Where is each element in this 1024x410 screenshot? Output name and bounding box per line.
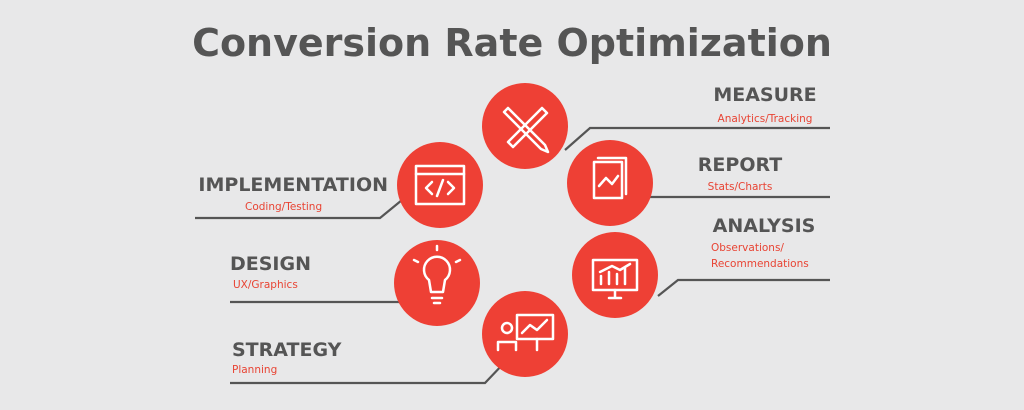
icon-tools [502, 106, 550, 154]
icon-presentation [496, 313, 555, 352]
step-label: DESIGN [230, 253, 311, 275]
connector [230, 361, 506, 385]
step-sublabel: Observations/ [711, 242, 784, 254]
step-sublabel: Recommendations [711, 258, 809, 270]
title: Conversion Rate Optimization [192, 21, 832, 65]
icon-bulb [412, 244, 462, 305]
step-sublabel: Analytics/Tracking [718, 113, 813, 125]
step-label: ANALYSIS [713, 215, 816, 237]
icon-code [414, 164, 466, 206]
step-sublabel: UX/Graphics [233, 279, 298, 291]
connector [657, 278, 830, 297]
connector [195, 199, 403, 220]
icon-report [592, 156, 628, 200]
step-label: REPORT [698, 154, 782, 176]
step-circle [572, 232, 658, 318]
step-sublabel: Stats/Charts [708, 181, 773, 193]
step-sublabel: Planning [232, 364, 277, 376]
connector [564, 126, 830, 151]
step-circle [394, 240, 480, 326]
step-circle [482, 291, 568, 377]
step-label: IMPLEMENTATION [198, 174, 388, 196]
labels: MEASURE Analytics/Tracking REPORT Stats/Cha… [198, 84, 816, 376]
step-label: MEASURE [713, 84, 816, 106]
icons [412, 106, 639, 352]
connectors [195, 126, 830, 385]
step-label: STRATEGY [232, 339, 342, 361]
icon-monitor [591, 258, 639, 300]
step-sublabel: Coding/Testing [245, 201, 322, 213]
